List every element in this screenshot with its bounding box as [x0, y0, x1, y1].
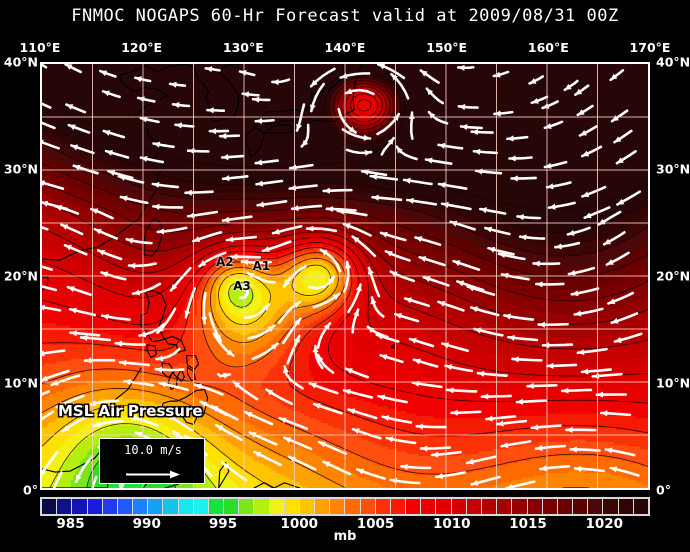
coastline-mindanao — [161, 388, 209, 425]
colorbar-tick-1000: 1000 — [280, 516, 319, 532]
coastline-nguinea — [253, 482, 301, 488]
colorbar-swatch-6 — [133, 499, 149, 514]
colorbar-swatch-11 — [208, 499, 225, 514]
colorbar-swatch-21 — [360, 499, 376, 514]
colorbar-swatch-23 — [390, 499, 407, 514]
colorbar-swatch-8 — [163, 499, 179, 514]
coastline-negros — [167, 371, 178, 390]
colorbar-swatch-7 — [148, 499, 164, 514]
colorbar-swatch-0 — [42, 499, 58, 514]
wind-vector-scale: 10.0 m/s — [99, 438, 205, 484]
colorbar-swatch-27 — [451, 499, 467, 514]
coastline-mindoro — [146, 344, 157, 359]
lon-tick-170: 170°E — [629, 40, 671, 55]
colorbar-swatch-22 — [375, 499, 391, 514]
colorbar-swatch-5 — [117, 499, 134, 514]
pressure-field-plot — [42, 64, 648, 488]
wind-arrowheads — [42, 64, 625, 488]
colorbar-swatch-2 — [72, 499, 88, 514]
colorbar-swatch-17 — [299, 499, 316, 514]
colorbar-swatch-20 — [345, 499, 361, 514]
coastline-taiwan — [143, 219, 163, 257]
lat-tick-right-40: 40°N — [656, 54, 690, 70]
colorbar-tick-1010: 1010 — [432, 516, 471, 532]
lat-tick-right-10: 10°N — [656, 375, 690, 391]
colorbar-tick-995: 995 — [208, 516, 238, 532]
coastline-jp_shi — [263, 123, 294, 134]
colorbar-swatch-18 — [315, 499, 331, 514]
colorbar-swatch-26 — [436, 499, 452, 514]
coastline-korea — [185, 64, 241, 122]
colorbar-swatch-34 — [557, 499, 574, 514]
colorbar-tick-1020: 1020 — [585, 516, 624, 532]
lat-tick-left-20: 20°N — [3, 268, 38, 284]
colorbar-swatch-32 — [527, 499, 543, 514]
colorbar-tick-1015: 1015 — [509, 516, 547, 532]
colorbar-swatch-10 — [193, 499, 209, 514]
map-graticule — [42, 64, 648, 488]
colorbar-tick-990: 990 — [132, 516, 161, 532]
lat-tick-right-30: 30°N — [656, 161, 690, 177]
colorbar-swatch-37 — [603, 499, 619, 514]
map-panel[interactable]: MSL Air Pressure 10.0 m/s A1 A2 A3 — [40, 62, 650, 490]
colorbar-swatch-3 — [87, 499, 103, 514]
colorbar-swatch-4 — [102, 499, 118, 514]
lat-tick-left-30: 30°N — [3, 161, 38, 177]
lon-tick-130: 130°E — [222, 40, 264, 55]
colorbar-swatch-12 — [224, 499, 240, 514]
colorbar[interactable] — [40, 497, 650, 516]
colorbar-swatch-39 — [633, 499, 648, 514]
colorbar-swatch-38 — [618, 499, 634, 514]
colorbar-swatch-36 — [588, 499, 604, 514]
map-canvas: MSL Air Pressure 10.0 m/s A1 A2 A3 — [42, 64, 648, 488]
colorbar-tick-985: 985 — [56, 516, 85, 532]
colorbar-swatch-24 — [406, 499, 422, 514]
lon-tick-120: 120°E — [121, 40, 163, 55]
colorbar-swatch-19 — [330, 499, 346, 514]
lon-tick-160: 160°E — [527, 40, 569, 55]
colorbar-swatch-16 — [284, 499, 300, 514]
lon-tick-140: 140°E — [324, 40, 366, 55]
page-title: FNMOC NOGAPS 60-Hr Forecast valid at 200… — [71, 6, 619, 26]
lon-tick-110: 110°E — [19, 40, 61, 55]
colorbar-swatch-29 — [481, 499, 498, 514]
colorbar-swatch-35 — [573, 499, 589, 514]
lat-tick-right-0: 0° — [656, 482, 671, 498]
colorbar-units: mb — [333, 529, 357, 544]
colorbar-swatch-25 — [421, 499, 437, 514]
lat-tick-right-20: 20°N — [656, 268, 690, 284]
wind-scale-label: 10.0 m/s — [124, 443, 182, 457]
colorbar-swatch-1 — [57, 499, 73, 514]
colorbar-swatch-28 — [466, 499, 482, 514]
wind-scale-arrow-icon — [126, 470, 180, 479]
lat-tick-left-40: 40°N — [3, 54, 38, 70]
field-label: MSL Air Pressure — [58, 402, 203, 420]
colorbar-swatch-33 — [542, 499, 558, 514]
lon-tick-150: 150°E — [426, 40, 468, 55]
colorbar-swatch-13 — [239, 499, 255, 514]
lat-tick-left-0: 0° — [23, 482, 38, 498]
storm-label-A3: A3 — [233, 278, 251, 293]
colorbar-swatch-14 — [254, 499, 270, 514]
lat-tick-left-10: 10°N — [3, 375, 38, 391]
storm-label-A2: A2 — [215, 255, 234, 270]
storm-label-A1: A1 — [252, 259, 271, 274]
coastline-luzon — [140, 290, 187, 353]
colorbar-tick-1005: 1005 — [356, 516, 395, 532]
colorbar-swatch-9 — [178, 499, 194, 514]
coastline-jp_kyu — [245, 128, 265, 157]
colorbar-swatch-15 — [269, 499, 285, 514]
colorbar-swatch-30 — [497, 499, 513, 514]
colorbar-swatch-31 — [512, 499, 528, 514]
